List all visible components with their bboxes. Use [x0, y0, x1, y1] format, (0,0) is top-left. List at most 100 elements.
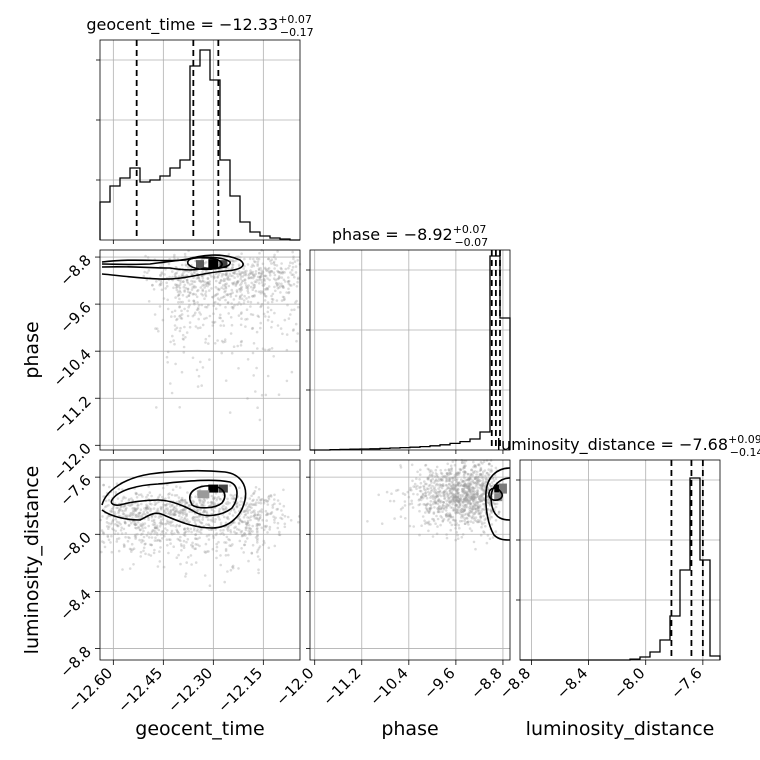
sample-point: [482, 530, 485, 533]
xtick-label: −9.6: [420, 664, 458, 702]
sample-point: [279, 291, 282, 294]
sample-point: [231, 266, 234, 269]
sample-point: [217, 509, 221, 513]
sample-point: [200, 503, 203, 507]
sample-point: [377, 493, 381, 497]
sample-point: [131, 509, 135, 513]
sample-point: [208, 525, 212, 528]
sample-point: [270, 269, 274, 273]
sample-point: [287, 280, 290, 283]
sample-point: [174, 328, 177, 331]
sample-point: [206, 281, 209, 285]
sample-point: [232, 508, 236, 512]
sample-point: [231, 271, 235, 275]
sample-point: [437, 490, 440, 494]
sample-point: [172, 255, 176, 259]
sample-point: [287, 291, 290, 295]
sample-point: [188, 283, 192, 286]
sample-point: [274, 257, 278, 261]
sample-point: [124, 514, 127, 518]
sample-point: [251, 510, 255, 513]
sample-point: [425, 509, 429, 512]
sample-point: [224, 521, 228, 525]
sample-point: [184, 336, 187, 339]
sample-point: [163, 509, 166, 512]
sample-point: [456, 492, 459, 495]
sample-point: [114, 523, 117, 526]
sample-point: [172, 524, 175, 527]
sample-point: [177, 499, 181, 503]
sample-point: [426, 476, 430, 480]
sample-point: [177, 496, 181, 499]
sample-point: [176, 278, 180, 282]
sample-point: [171, 508, 175, 511]
sample-point: [139, 493, 143, 496]
sample-point: [286, 303, 289, 307]
sample-point: [271, 292, 275, 296]
sample-point: [170, 520, 174, 523]
sample-point: [114, 529, 117, 533]
sample-point: [254, 272, 257, 276]
sample-point: [174, 275, 177, 278]
sample-point: [210, 275, 213, 278]
sample-point: [144, 526, 147, 530]
sample-point: [447, 517, 451, 521]
sample-point: [180, 498, 183, 502]
sample-point: [179, 500, 182, 503]
sample-point: [215, 499, 218, 502]
sample-point: [433, 479, 437, 483]
sample-point: [172, 545, 175, 548]
sample-point: [426, 467, 430, 471]
sample-point: [431, 517, 434, 521]
sample-point: [243, 532, 246, 535]
sample-point: [266, 531, 269, 534]
xaxis-label-luminosity_distance: luminosity_distance: [526, 718, 715, 740]
sample-point: [265, 500, 269, 503]
sample-point: [269, 512, 272, 516]
sample-point: [468, 510, 472, 513]
sample-point: [175, 556, 179, 559]
sample-point: [149, 507, 153, 511]
sample-point: [177, 511, 181, 515]
sample-point: [457, 500, 460, 504]
sample-point: [218, 507, 221, 511]
sample-point: [252, 374, 255, 377]
sample-point: [254, 270, 258, 273]
sample-point: [170, 493, 174, 497]
sample-point: [187, 305, 190, 309]
sample-point: [446, 519, 450, 522]
sample-point: [239, 275, 243, 278]
sample-point: [176, 317, 179, 321]
sample-point: [431, 497, 435, 500]
sample-point: [235, 280, 239, 284]
sample-point: [127, 499, 131, 502]
sample-point: [186, 538, 190, 541]
sample-point: [291, 329, 295, 332]
sample-point: [136, 532, 139, 536]
sample-point: [471, 511, 474, 514]
sample-point: [171, 503, 174, 507]
sample-point: [144, 542, 147, 546]
sample-point: [233, 521, 236, 524]
sample-point: [130, 511, 133, 515]
sample-point: [470, 516, 474, 520]
sample-point: [267, 546, 271, 550]
sample-point: [177, 501, 181, 504]
sample-point: [220, 506, 224, 509]
sample-point: [269, 259, 272, 263]
sample-point: [469, 502, 473, 505]
sample-point: [253, 512, 257, 515]
sample-point: [461, 479, 465, 483]
sample-point: [453, 494, 456, 497]
sample-point: [232, 305, 235, 309]
sample-point: [210, 528, 213, 531]
sample-point: [195, 519, 199, 522]
sample-point: [232, 496, 236, 500]
sample-point: [264, 525, 267, 529]
sample-point: [237, 279, 240, 283]
sample-point: [191, 541, 194, 545]
sample-point: [126, 503, 130, 507]
sample-point: [410, 463, 414, 467]
sample-point: [466, 501, 470, 504]
sample-point: [122, 527, 126, 531]
